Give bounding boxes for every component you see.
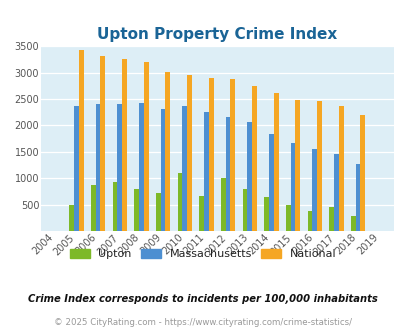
Bar xyxy=(112,182,117,231)
Bar xyxy=(79,50,83,231)
Title: Upton Property Crime Index: Upton Property Crime Index xyxy=(97,27,337,42)
Bar xyxy=(295,100,299,231)
Bar xyxy=(203,112,208,231)
Bar xyxy=(355,164,360,231)
Bar xyxy=(316,101,321,231)
Bar xyxy=(177,173,182,231)
Bar xyxy=(273,93,278,231)
Bar xyxy=(91,184,96,231)
Bar xyxy=(220,178,225,231)
Bar xyxy=(122,59,126,231)
Bar xyxy=(134,189,139,231)
Bar xyxy=(307,212,311,231)
Bar xyxy=(285,205,290,231)
Bar xyxy=(117,104,122,231)
Bar xyxy=(165,72,170,231)
Bar xyxy=(311,149,316,231)
Bar xyxy=(360,115,364,231)
Bar xyxy=(230,80,234,231)
Bar xyxy=(247,122,252,231)
Text: © 2025 CityRating.com - https://www.cityrating.com/crime-statistics/: © 2025 CityRating.com - https://www.city… xyxy=(54,318,351,327)
Bar xyxy=(143,62,148,231)
Text: Crime Index corresponds to incidents per 100,000 inhabitants: Crime Index corresponds to incidents per… xyxy=(28,294,377,304)
Bar xyxy=(264,197,269,231)
Bar xyxy=(242,189,247,231)
Legend: Upton, Massachusetts, National: Upton, Massachusetts, National xyxy=(65,244,340,263)
Bar xyxy=(74,106,79,231)
Bar xyxy=(252,86,256,231)
Bar xyxy=(160,109,165,231)
Bar xyxy=(182,106,187,231)
Bar xyxy=(208,78,213,231)
Bar xyxy=(338,106,343,231)
Bar xyxy=(156,193,160,231)
Bar xyxy=(199,196,203,231)
Bar xyxy=(69,205,74,231)
Bar xyxy=(350,216,355,231)
Bar xyxy=(333,154,338,231)
Bar xyxy=(269,134,273,231)
Bar xyxy=(225,117,230,231)
Bar xyxy=(328,207,333,231)
Bar xyxy=(100,56,105,231)
Bar xyxy=(139,103,143,231)
Bar xyxy=(96,104,100,231)
Bar xyxy=(187,75,192,231)
Bar xyxy=(290,143,295,231)
